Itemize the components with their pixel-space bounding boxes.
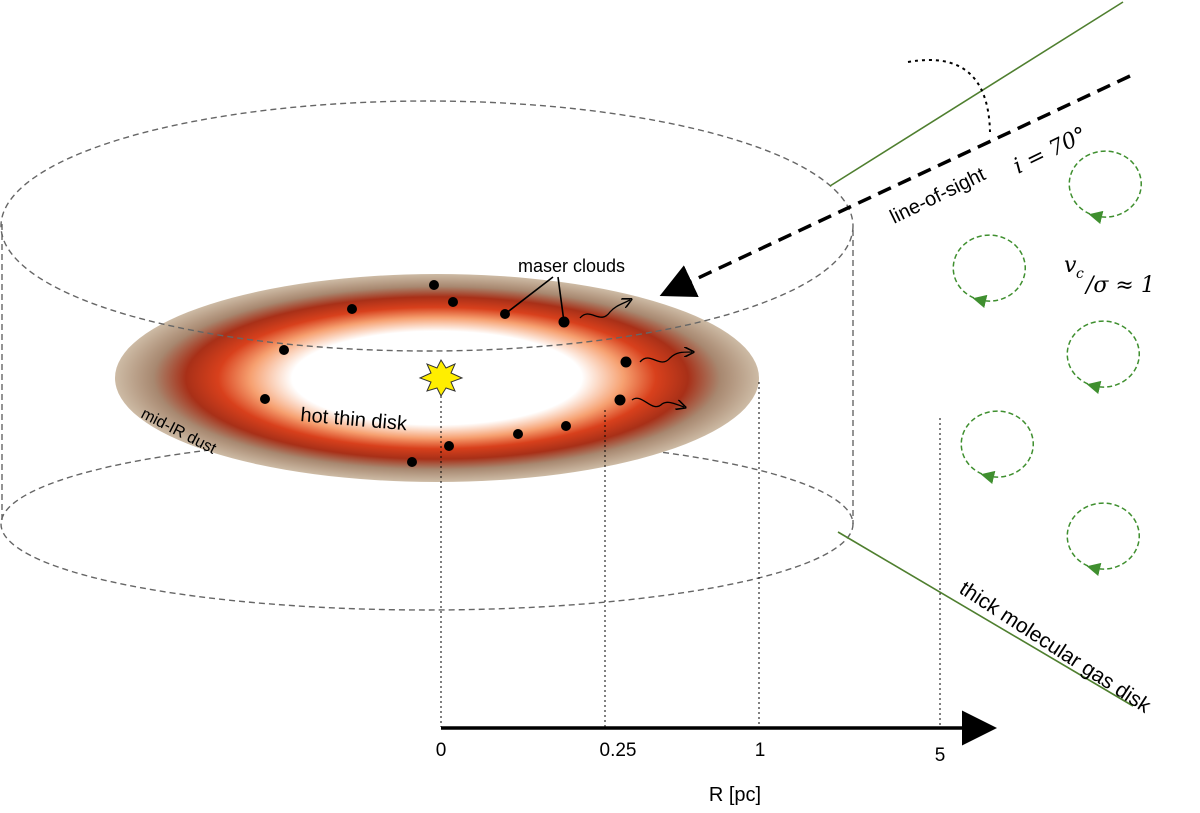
maser-dot [561, 421, 571, 431]
cylinder-top [0, 100, 854, 352]
tick-0.25: 0.25 [600, 740, 637, 761]
gas-cell-icon [1066, 502, 1140, 576]
ratio-sub: c [1076, 266, 1084, 282]
maser-dot [513, 429, 523, 439]
gas-cell-icon [952, 234, 1026, 308]
inclination-arc [907, 59, 991, 133]
line-of-sight-arrow [659, 74, 1131, 297]
line-of-sight-label: line-of-sight [887, 163, 990, 228]
maser-dot [620, 356, 632, 368]
tick-0: 0 [436, 740, 447, 761]
radius-guides [440, 382, 941, 727]
maser-dot [444, 441, 454, 451]
thick-disk-label: thick molecular gas disk [955, 577, 1155, 718]
ratio-rest: /σ ≈ 1 [1084, 273, 1155, 298]
maser-clouds-label: maser clouds [518, 256, 625, 276]
tick-5: 5 [935, 745, 946, 766]
maser-dot [429, 280, 439, 290]
maser-dot [347, 304, 357, 314]
gas-cell-icon [1066, 320, 1140, 394]
tick-1: 1 [755, 740, 766, 761]
gas-cell-icon [960, 410, 1034, 484]
maser-dot [279, 345, 289, 355]
maser-pointers [504, 276, 565, 323]
velocity-ratio-label: v c /σ ≈ 1 [1064, 253, 1155, 298]
maser-dot [260, 394, 270, 404]
inclination-label: i = 70° [1010, 123, 1091, 180]
ratio-v: v [1064, 253, 1077, 278]
maser-dot [407, 457, 417, 467]
maser-dot [614, 394, 626, 406]
maser-emission-arrows [579, 300, 692, 407]
thick-disk-boundary [829, 1, 1134, 707]
gas-cell-icon [1068, 150, 1142, 224]
maser-dot [448, 297, 458, 307]
axis-label: R [pc] [709, 784, 761, 806]
turbulent-gas-cells [952, 150, 1142, 576]
